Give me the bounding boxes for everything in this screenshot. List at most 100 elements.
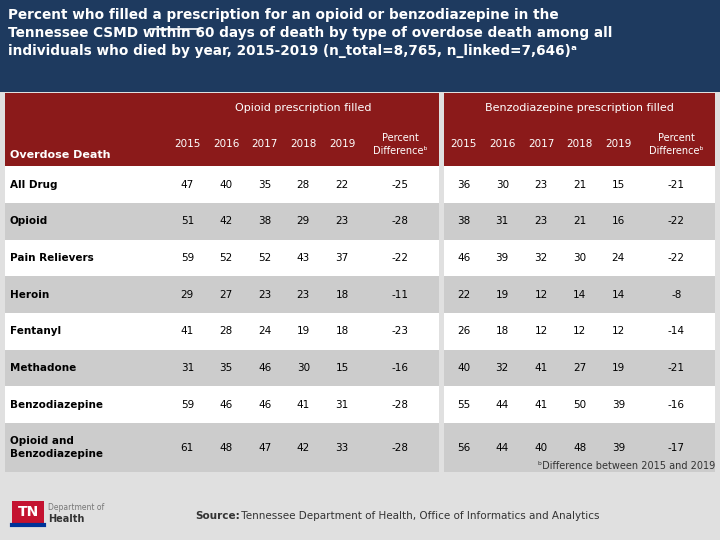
Bar [444, 203, 483, 240]
Bar [5, 123, 168, 166]
Text: Opioid prescription filled: Opioid prescription filled [235, 103, 372, 113]
Bar [444, 313, 483, 350]
Bar [444, 166, 483, 203]
Bar [323, 423, 361, 472]
Bar [284, 240, 323, 276]
Text: 41: 41 [297, 400, 310, 410]
Bar [5, 423, 168, 472]
Bar [361, 276, 438, 313]
Text: -22: -22 [668, 217, 685, 226]
Text: 48: 48 [573, 443, 586, 453]
Bar [168, 350, 207, 387]
Bar [560, 166, 599, 203]
Text: -28: -28 [392, 400, 408, 410]
Bar [284, 203, 323, 240]
Bar [207, 203, 246, 240]
Bar [284, 350, 323, 387]
Bar [168, 387, 207, 423]
Text: 19: 19 [297, 326, 310, 336]
Bar [599, 240, 638, 276]
Text: -25: -25 [392, 180, 408, 190]
Bar [599, 423, 638, 472]
Text: 26: 26 [457, 326, 470, 336]
Text: 59: 59 [181, 400, 194, 410]
Text: 35: 35 [220, 363, 233, 373]
Text: 51: 51 [181, 217, 194, 226]
Text: 52: 52 [258, 253, 271, 263]
Bar [5, 313, 168, 350]
Text: 2018: 2018 [290, 139, 317, 150]
Text: 12: 12 [534, 326, 548, 336]
Text: 2016: 2016 [213, 139, 239, 150]
Text: Tennessee CSMD within 60 days of death by type of overdose death among all: Tennessee CSMD within 60 days of death b… [8, 26, 613, 40]
Text: -11: -11 [392, 290, 408, 300]
Bar [361, 166, 438, 203]
Text: 29: 29 [297, 217, 310, 226]
Bar [560, 387, 599, 423]
Text: -14: -14 [668, 326, 685, 336]
Bar [207, 313, 246, 350]
Bar [483, 350, 521, 387]
Text: Percent who filled a prescription for an opioid or benzodiazepine in the: Percent who filled a prescription for an… [8, 8, 559, 22]
Text: 44: 44 [495, 443, 509, 453]
Text: Benzodiazepine prescription filled: Benzodiazepine prescription filled [485, 103, 674, 113]
Text: 41: 41 [181, 326, 194, 336]
Bar [599, 350, 638, 387]
Bar [246, 203, 284, 240]
Bar [483, 423, 521, 472]
Bar [483, 313, 521, 350]
Text: 38: 38 [457, 217, 470, 226]
Text: 27: 27 [220, 290, 233, 300]
Text: 16: 16 [612, 217, 625, 226]
Bar [521, 203, 560, 240]
Text: 15: 15 [612, 180, 625, 190]
Text: Opioid: Opioid [10, 217, 48, 226]
Text: 46: 46 [258, 400, 271, 410]
Bar [5, 350, 168, 387]
Bar [5, 203, 168, 240]
Bar [599, 276, 638, 313]
Text: 59: 59 [181, 253, 194, 263]
Text: 36: 36 [457, 180, 470, 190]
Bar [521, 123, 560, 166]
Text: 40: 40 [220, 180, 233, 190]
Text: 23: 23 [534, 180, 548, 190]
Text: Percent
Differenceᵇ: Percent Differenceᵇ [649, 133, 703, 156]
Text: -16: -16 [668, 400, 685, 410]
Text: 41: 41 [534, 400, 548, 410]
Bar [168, 313, 207, 350]
Bar [438, 276, 444, 313]
Bar [638, 123, 715, 166]
Text: 21: 21 [573, 217, 586, 226]
Text: -22: -22 [392, 253, 408, 263]
Bar [246, 387, 284, 423]
Bar [444, 240, 483, 276]
Text: 12: 12 [534, 290, 548, 300]
Bar [361, 423, 438, 472]
Bar [323, 203, 361, 240]
Text: Opioid and
Benzodiazepine: Opioid and Benzodiazepine [10, 436, 103, 459]
Text: 38: 38 [258, 217, 271, 226]
Text: 21: 21 [573, 180, 586, 190]
Text: 29: 29 [181, 290, 194, 300]
Bar [444, 387, 483, 423]
Bar [638, 166, 715, 203]
Bar [207, 423, 246, 472]
Bar [5, 240, 168, 276]
Bar [638, 387, 715, 423]
Bar [521, 166, 560, 203]
Text: Tennessee Department of Health, Office of Informatics and Analytics: Tennessee Department of Health, Office o… [238, 511, 600, 521]
Text: Percent
Differenceᵇ: Percent Differenceᵇ [373, 133, 428, 156]
Bar [438, 423, 444, 472]
Bar [444, 93, 715, 123]
Bar [361, 203, 438, 240]
Bar [638, 423, 715, 472]
Bar [246, 240, 284, 276]
Bar [444, 423, 483, 472]
Bar [638, 203, 715, 240]
Text: 27: 27 [573, 363, 586, 373]
Text: 46: 46 [220, 400, 233, 410]
Text: 43: 43 [297, 253, 310, 263]
Bar [444, 350, 483, 387]
Bar [521, 350, 560, 387]
